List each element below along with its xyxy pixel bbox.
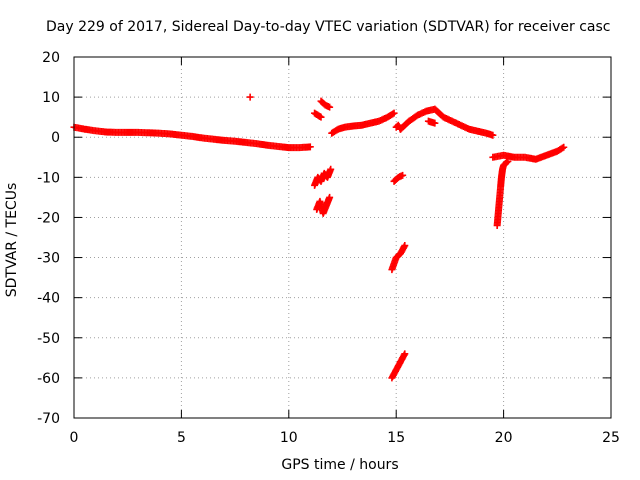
data-point — [390, 109, 398, 117]
data-point — [246, 93, 254, 101]
data-point — [558, 144, 566, 152]
grid — [74, 57, 611, 418]
y-tick-label: -10 — [37, 170, 60, 186]
axis-ticks: 0 5 10 15 20 25 -70 -60 -50 -40 -30 -20 -10 0 10 20 — [37, 50, 620, 446]
y-tick-label: -20 — [37, 210, 60, 226]
data-point — [389, 110, 397, 118]
data-point — [401, 242, 409, 250]
chart-title: Day 229 of 2017, Sidereal Day-to-day VTE… — [46, 19, 611, 35]
y-tick-label: -40 — [37, 291, 60, 307]
x-tick-label: 10 — [280, 430, 298, 446]
x-tick-label: 5 — [177, 430, 186, 446]
data-points — [70, 93, 568, 382]
data-point — [399, 171, 407, 179]
data-point — [327, 165, 335, 173]
plot-frame — [73, 56, 612, 419]
y-tick-label: 10 — [42, 90, 60, 106]
x-tick-label: 15 — [387, 430, 405, 446]
data-point — [431, 119, 439, 127]
x-tick-label: 20 — [495, 430, 513, 446]
data-point — [489, 131, 497, 139]
y-tick-label: 0 — [51, 130, 60, 146]
y-tick-label: -70 — [37, 411, 60, 427]
y-tick-label: -50 — [37, 331, 60, 347]
y-tick-label: -30 — [37, 251, 60, 267]
x-tick-label: 25 — [602, 430, 620, 446]
data-point — [401, 350, 409, 358]
data-point — [306, 143, 314, 151]
data-point — [503, 158, 511, 166]
data-point — [317, 113, 325, 121]
x-axis-label: GPS time / hours — [281, 457, 399, 473]
x-tick-label: 0 — [70, 430, 79, 446]
data-point — [560, 143, 568, 151]
data-point — [326, 193, 334, 201]
y-tick-label: -60 — [37, 371, 60, 387]
data-point — [326, 103, 334, 111]
y-tick-label: 20 — [42, 50, 60, 66]
